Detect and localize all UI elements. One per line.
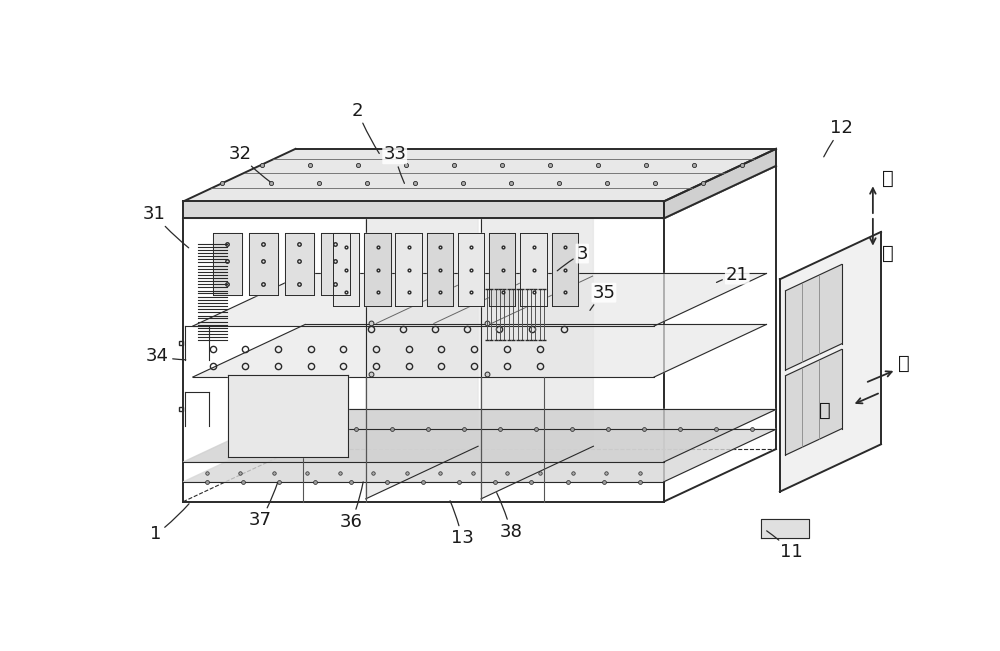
Polygon shape bbox=[183, 429, 776, 482]
Polygon shape bbox=[183, 409, 776, 462]
Polygon shape bbox=[552, 233, 578, 307]
Polygon shape bbox=[520, 233, 547, 307]
Text: 12: 12 bbox=[824, 119, 853, 157]
Polygon shape bbox=[761, 519, 809, 538]
Text: 前: 前 bbox=[898, 354, 910, 373]
Text: 上: 上 bbox=[882, 169, 894, 188]
Text: 11: 11 bbox=[767, 531, 803, 561]
Polygon shape bbox=[285, 233, 314, 295]
Polygon shape bbox=[228, 374, 348, 457]
Text: 35: 35 bbox=[590, 284, 615, 311]
Text: 33: 33 bbox=[383, 145, 406, 184]
Text: 下: 下 bbox=[882, 244, 894, 263]
Polygon shape bbox=[193, 273, 766, 326]
Text: 1: 1 bbox=[150, 504, 189, 544]
Polygon shape bbox=[193, 324, 766, 377]
Polygon shape bbox=[366, 166, 478, 499]
Polygon shape bbox=[427, 233, 453, 307]
Text: 36: 36 bbox=[340, 482, 363, 531]
Polygon shape bbox=[458, 233, 484, 307]
Text: 31: 31 bbox=[143, 206, 189, 248]
Polygon shape bbox=[785, 264, 842, 370]
Polygon shape bbox=[364, 233, 391, 307]
Text: 2: 2 bbox=[352, 102, 379, 154]
Polygon shape bbox=[489, 233, 515, 307]
Polygon shape bbox=[780, 232, 881, 492]
Polygon shape bbox=[183, 149, 776, 201]
Text: 后: 后 bbox=[818, 400, 830, 419]
Polygon shape bbox=[785, 350, 842, 455]
Text: 32: 32 bbox=[228, 145, 270, 182]
Text: 21: 21 bbox=[716, 266, 749, 284]
Text: 37: 37 bbox=[249, 483, 278, 529]
Text: 3: 3 bbox=[557, 245, 588, 271]
Text: 34: 34 bbox=[146, 348, 186, 365]
Polygon shape bbox=[333, 233, 359, 307]
Polygon shape bbox=[395, 233, 422, 307]
Polygon shape bbox=[183, 201, 664, 219]
Text: 38: 38 bbox=[497, 493, 522, 541]
Polygon shape bbox=[321, 233, 350, 295]
Text: 13: 13 bbox=[450, 501, 474, 547]
Polygon shape bbox=[249, 233, 278, 295]
Polygon shape bbox=[481, 166, 593, 499]
Polygon shape bbox=[664, 149, 776, 219]
Polygon shape bbox=[213, 233, 242, 295]
